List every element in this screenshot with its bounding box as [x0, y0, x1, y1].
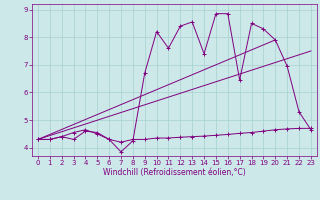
- X-axis label: Windchill (Refroidissement éolien,°C): Windchill (Refroidissement éolien,°C): [103, 168, 246, 177]
